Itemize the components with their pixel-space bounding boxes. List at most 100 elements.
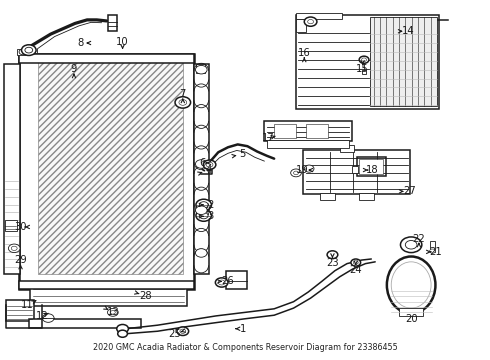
Circle shape bbox=[11, 246, 17, 251]
Circle shape bbox=[216, 278, 228, 287]
Text: 5: 5 bbox=[240, 149, 246, 159]
Text: 29: 29 bbox=[14, 255, 27, 265]
Text: 20: 20 bbox=[405, 315, 417, 324]
Text: 22: 22 bbox=[413, 234, 425, 244]
Circle shape bbox=[22, 45, 36, 55]
Text: 8: 8 bbox=[77, 38, 84, 48]
Circle shape bbox=[400, 237, 422, 253]
Circle shape bbox=[118, 330, 127, 337]
Bar bbox=[362, 70, 367, 74]
Circle shape bbox=[327, 251, 338, 258]
Bar bbox=[267, 140, 349, 148]
Circle shape bbox=[196, 210, 212, 221]
Circle shape bbox=[359, 56, 369, 63]
Bar bbox=[19, 281, 194, 288]
Bar bbox=[225, 271, 247, 288]
Bar bbox=[29, 319, 141, 328]
Circle shape bbox=[206, 162, 213, 167]
Text: 10: 10 bbox=[116, 37, 129, 47]
Text: 17: 17 bbox=[262, 133, 275, 143]
Text: 11: 11 bbox=[21, 300, 34, 310]
Circle shape bbox=[304, 17, 317, 26]
Bar bbox=[17, 49, 29, 55]
Text: 1: 1 bbox=[241, 324, 247, 334]
Bar bbox=[303, 150, 410, 194]
Circle shape bbox=[196, 249, 207, 257]
Circle shape bbox=[107, 309, 118, 316]
Bar bbox=[3, 64, 20, 274]
Bar bbox=[274, 124, 296, 138]
Text: 25: 25 bbox=[168, 329, 181, 339]
Bar bbox=[38, 61, 183, 274]
Bar bbox=[4, 220, 17, 230]
Text: 4: 4 bbox=[205, 165, 212, 175]
Circle shape bbox=[117, 324, 128, 333]
Bar bbox=[19, 54, 194, 63]
Circle shape bbox=[203, 160, 216, 169]
Circle shape bbox=[405, 240, 417, 249]
Circle shape bbox=[351, 259, 361, 266]
Text: 28: 28 bbox=[139, 291, 152, 301]
Text: 26: 26 bbox=[221, 276, 234, 287]
Bar bbox=[265, 121, 352, 141]
Circle shape bbox=[353, 261, 358, 264]
Bar bbox=[296, 14, 440, 109]
Text: 13: 13 bbox=[106, 307, 119, 318]
Text: 23: 23 bbox=[326, 257, 339, 267]
Circle shape bbox=[291, 169, 301, 177]
Text: 21: 21 bbox=[429, 247, 442, 257]
Bar bbox=[359, 193, 374, 199]
Text: 12: 12 bbox=[36, 311, 49, 321]
Bar bbox=[359, 159, 384, 174]
Bar bbox=[399, 308, 423, 316]
Bar bbox=[320, 193, 335, 199]
Circle shape bbox=[196, 66, 207, 74]
Text: 16: 16 bbox=[298, 48, 311, 58]
Bar bbox=[296, 13, 342, 19]
Circle shape bbox=[43, 314, 54, 322]
Circle shape bbox=[199, 202, 208, 208]
Bar bbox=[108, 14, 117, 31]
Bar bbox=[6, 300, 34, 320]
Text: 7: 7 bbox=[180, 89, 186, 99]
Bar bbox=[19, 54, 194, 288]
Text: 15: 15 bbox=[356, 64, 369, 74]
Circle shape bbox=[430, 249, 436, 253]
Circle shape bbox=[175, 97, 191, 108]
Circle shape bbox=[8, 244, 20, 253]
Circle shape bbox=[110, 311, 115, 314]
Text: 6: 6 bbox=[199, 158, 205, 168]
Text: 2: 2 bbox=[207, 200, 213, 210]
Circle shape bbox=[362, 58, 367, 62]
Bar bbox=[296, 19, 306, 32]
Text: 24: 24 bbox=[349, 265, 362, 275]
Circle shape bbox=[308, 19, 314, 24]
Circle shape bbox=[304, 165, 314, 172]
Bar bbox=[30, 283, 187, 306]
Ellipse shape bbox=[387, 257, 436, 314]
Text: 2020 GMC Acadia Radiator & Components Reservoir Diagram for 23386455: 2020 GMC Acadia Radiator & Components Re… bbox=[93, 343, 397, 352]
Circle shape bbox=[196, 206, 207, 215]
Bar bbox=[352, 166, 358, 173]
Bar bbox=[370, 17, 438, 106]
Bar bbox=[194, 64, 209, 274]
Text: 19: 19 bbox=[296, 165, 309, 175]
Circle shape bbox=[218, 280, 225, 285]
Circle shape bbox=[180, 329, 186, 333]
Text: 18: 18 bbox=[366, 165, 379, 175]
Text: 14: 14 bbox=[401, 26, 414, 36]
Bar bbox=[357, 157, 386, 176]
Circle shape bbox=[294, 171, 298, 175]
Text: 30: 30 bbox=[14, 222, 27, 232]
Circle shape bbox=[196, 160, 207, 168]
Circle shape bbox=[19, 49, 27, 55]
Circle shape bbox=[25, 47, 33, 53]
Circle shape bbox=[179, 100, 187, 105]
Bar bbox=[340, 145, 354, 152]
Bar bbox=[196, 64, 205, 73]
Bar bbox=[306, 124, 328, 138]
Text: 9: 9 bbox=[71, 64, 77, 74]
Circle shape bbox=[196, 199, 212, 211]
Bar bbox=[430, 241, 436, 252]
Text: 3: 3 bbox=[207, 211, 213, 221]
